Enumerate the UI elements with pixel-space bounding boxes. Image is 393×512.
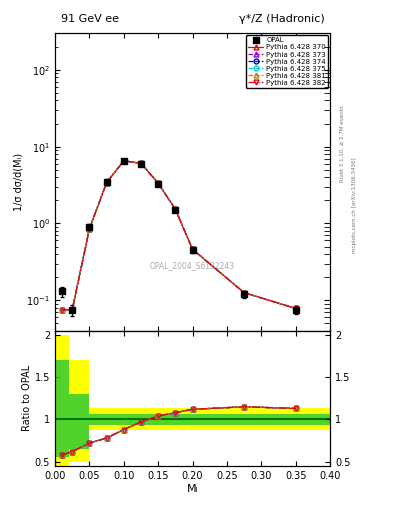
Polygon shape	[55, 360, 330, 457]
Text: Rivet 3.1.10, ≥ 2.7M events: Rivet 3.1.10, ≥ 2.7M events	[340, 105, 345, 182]
Text: γ*/Z (Hadronic): γ*/Z (Hadronic)	[239, 14, 325, 25]
Legend: OPAL, Pythia 6.428 370, Pythia 6.428 373, Pythia 6.428 374, Pythia 6.428 375, Py: OPAL, Pythia 6.428 370, Pythia 6.428 373…	[246, 35, 328, 88]
Y-axis label: Ratio to OPAL: Ratio to OPAL	[22, 365, 32, 432]
Text: mcplots.cern.ch [arXiv:1306.3436]: mcplots.cern.ch [arXiv:1306.3436]	[352, 157, 357, 252]
X-axis label: Mₗ: Mₗ	[187, 483, 198, 494]
Text: OPAL_2004_S6132243: OPAL_2004_S6132243	[150, 261, 235, 270]
Text: 91 GeV ee: 91 GeV ee	[61, 14, 119, 25]
Y-axis label: 1/σ dσ/d(Mₗ): 1/σ dσ/d(Mₗ)	[13, 153, 24, 211]
Polygon shape	[55, 335, 330, 466]
